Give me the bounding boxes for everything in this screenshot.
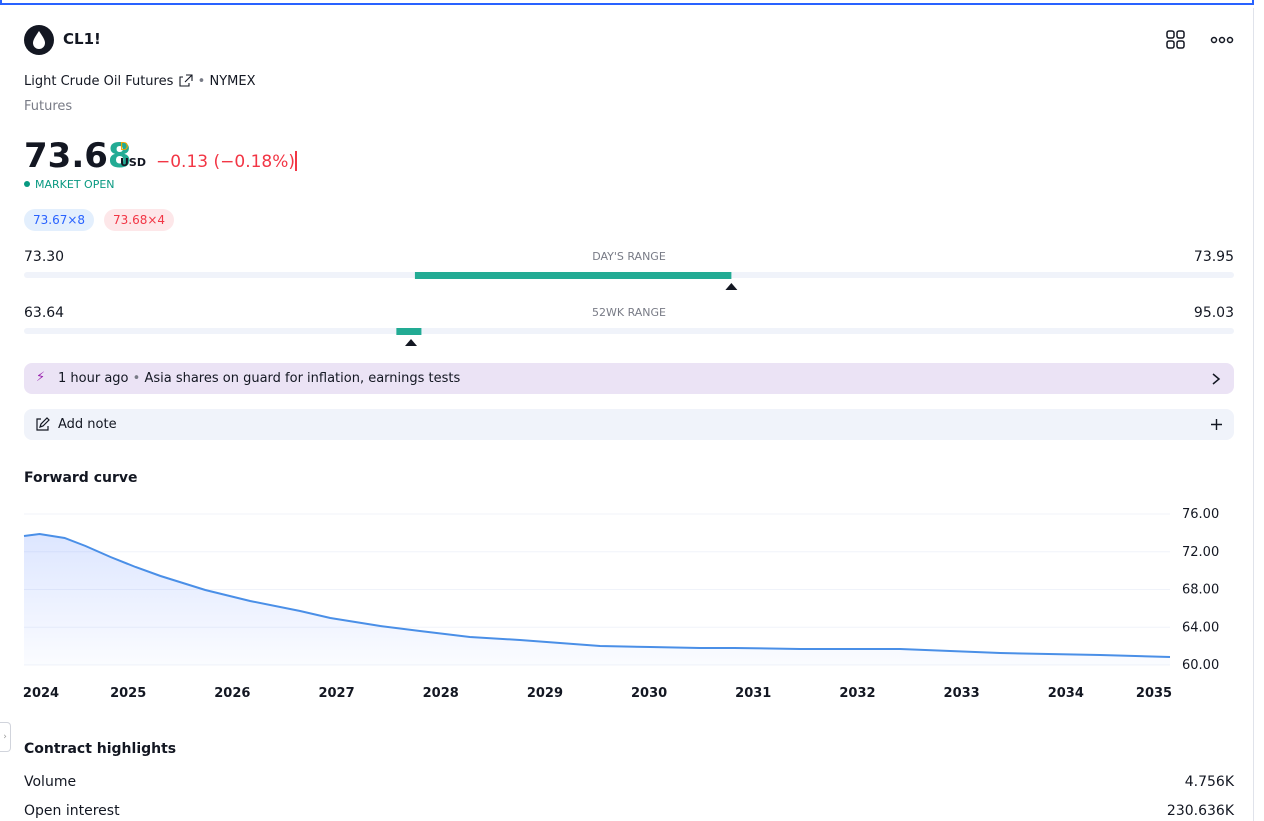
news-banner[interactable]: ⚡ 1 hour ago • Asia shares on guard for …	[24, 363, 1234, 394]
range-fill	[396, 328, 422, 335]
symbol: CL1!	[63, 30, 101, 48]
currency: USD	[120, 156, 146, 169]
y-tick-label: 72.00	[1182, 545, 1219, 560]
separator: •	[132, 371, 141, 386]
stat-value: 230.636K	[1166, 803, 1234, 819]
curve-area	[24, 534, 1170, 665]
instrument-name[interactable]: Light Crude Oil Futures	[24, 74, 174, 89]
stat-label: Volume	[24, 774, 77, 790]
price: 73.68	[24, 136, 132, 176]
symbol-logo	[24, 25, 54, 55]
x-tick-label: 2030	[631, 686, 667, 701]
wk52-range-label: 52WK RANGE	[591, 306, 666, 319]
chevron-icon	[1212, 373, 1221, 385]
range-track	[24, 328, 1234, 334]
add-note[interactable]: Add note	[24, 409, 1234, 440]
exchange: NYMEX	[209, 74, 256, 89]
status-dot	[24, 181, 30, 187]
separator: •	[197, 74, 206, 89]
x-tick-label: 2032	[839, 686, 875, 701]
day-low: 73.30	[24, 249, 65, 265]
stat-label: Open interest	[24, 803, 120, 819]
news-time: 1 hour ago	[58, 371, 129, 386]
more-icon[interactable]	[1210, 34, 1236, 46]
highlights-title: Contract highlights	[24, 741, 177, 757]
price-main: 73.6	[24, 136, 108, 176]
focus-outline	[0, 0, 1254, 5]
instrument-line: Light Crude Oil Futures • NYMEX	[24, 73, 256, 89]
bid: 73.67×8	[24, 209, 95, 231]
category: Futures	[24, 99, 73, 114]
plus-icon	[1211, 419, 1222, 430]
x-tick-label: 2025	[110, 686, 146, 701]
x-tick-label: 2031	[735, 686, 771, 701]
news-text: 1 hour ago • Asia shares on guard for in…	[58, 371, 460, 386]
cursor	[295, 151, 298, 171]
curve-line	[23, 532, 1171, 658]
external-link-icon[interactable]	[178, 73, 194, 87]
wk52-high: 95.03	[1193, 305, 1234, 321]
chart-title: Forward curve	[24, 470, 138, 486]
ask: 73.68×4	[104, 209, 175, 231]
collapse-tab[interactable]: ›	[0, 722, 11, 752]
range-bars	[24, 272, 1234, 346]
layout-icon[interactable]	[1165, 29, 1187, 51]
forward-curve-chart: 60.00 64.00 68.00 72.00 76.00 2024 2025 2026 202…	[23, 507, 1219, 701]
news-headline: Asia shares on guard for inflation, earn…	[144, 371, 461, 386]
panel-border	[1253, 8, 1254, 821]
price-change: −0.13 (−0.18%)	[156, 151, 298, 172]
x-tick-label: 2027	[318, 686, 354, 701]
change-text: −0.13 (−0.18%)	[156, 152, 296, 172]
day-high: 73.95	[1193, 249, 1234, 265]
timeframe: D	[120, 140, 129, 153]
range-marker	[405, 339, 418, 346]
x-tick-label: 2024	[23, 686, 59, 701]
x-tick-label: 2033	[944, 686, 980, 701]
edit-icon	[36, 417, 50, 431]
x-tick-label: 2028	[423, 686, 459, 701]
range-marker	[725, 283, 738, 290]
x-tick-label: 2035	[1136, 686, 1172, 701]
day-range-label: DAY'S RANGE	[592, 250, 666, 263]
stat-value: 4.756K	[1184, 774, 1234, 790]
market-status: MARKET OPEN	[24, 178, 115, 191]
y-tick-label: 76.00	[1182, 507, 1219, 522]
y-tick-label: 68.00	[1182, 583, 1219, 598]
add-note-text: Add note	[58, 417, 117, 432]
x-tick-label: 2034	[1048, 686, 1084, 701]
status-text: MARKET OPEN	[35, 178, 115, 191]
range-fill	[414, 272, 732, 279]
flash-icon: ⚡	[36, 370, 46, 385]
y-tick-label: 64.00	[1182, 620, 1219, 635]
price-last-digit: 8	[107, 136, 132, 176]
wk52-low: 63.64	[24, 305, 65, 321]
x-tick-label: 2029	[527, 686, 563, 701]
x-tick-label: 2026	[214, 686, 250, 701]
y-tick-label: 60.00	[1182, 658, 1219, 673]
